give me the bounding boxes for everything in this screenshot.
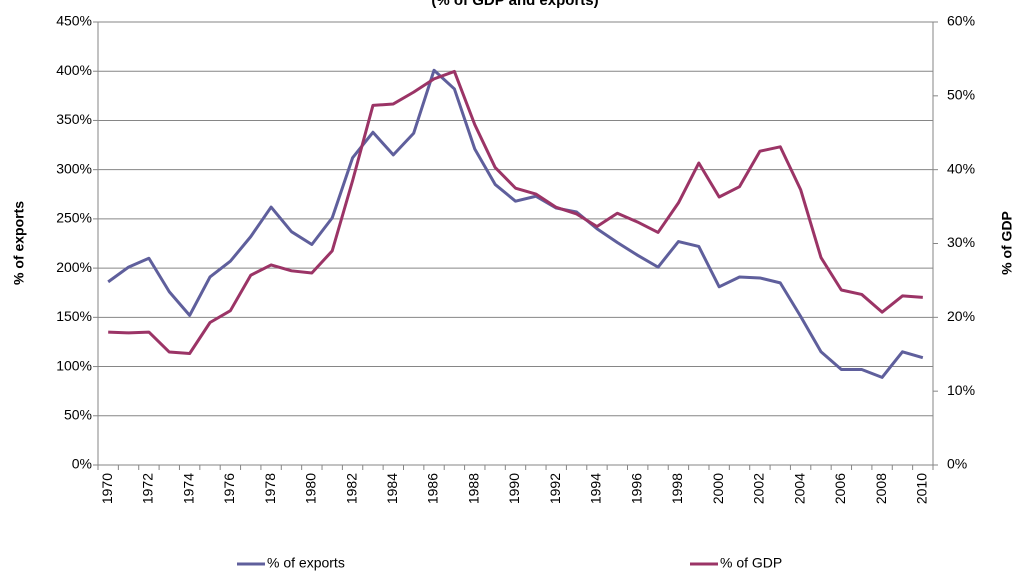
y-tick-label: 50% [64, 406, 92, 422]
x-tick-label: 1976 [221, 473, 237, 504]
data-line [108, 69, 923, 356]
y2-tick-label: 20% [947, 308, 975, 324]
y2-tick-label: 60% [947, 13, 975, 29]
y2-tick-label: 50% [947, 87, 975, 103]
y2-tick-label: 40% [947, 160, 975, 176]
x-tick-label: 2006 [832, 473, 848, 504]
y2-tick-label: 30% [947, 234, 975, 250]
y2-axis-label: % of GDP [999, 211, 1015, 275]
x-tick-label: 1992 [547, 473, 563, 504]
y-tick-label: 450% [56, 13, 92, 29]
x-tick-label: 2000 [710, 473, 726, 504]
x-tick-label: 1970 [99, 473, 115, 504]
y-tick-label: 200% [56, 259, 92, 275]
x-tick-label: 1972 [140, 473, 156, 504]
x-tick-label: 1984 [384, 473, 400, 504]
y2-tick-label: 10% [947, 382, 975, 398]
y-tick-label: 100% [56, 357, 92, 373]
x-tick-label: 2004 [791, 473, 807, 504]
y-tick-label: 400% [56, 62, 92, 78]
x-tick-label: 1978 [262, 473, 278, 504]
x-tick-label: 1986 [425, 473, 441, 504]
x-tick-label: 2008 [873, 473, 889, 504]
y-tick-label: 350% [56, 111, 92, 127]
x-tick-label: 2002 [751, 473, 767, 504]
legend-label: % of exports [267, 555, 345, 571]
y2-tick-label: 0% [947, 456, 967, 472]
x-tick-label: 1982 [343, 473, 359, 504]
x-tick-label: 1990 [506, 473, 522, 504]
y-tick-label: 250% [56, 210, 92, 226]
y-tick-label: 0% [72, 456, 92, 472]
y-axis-label: % of exports [11, 201, 27, 285]
x-tick-label: 2010 [914, 473, 930, 504]
legend-label: % of GDP [720, 555, 782, 571]
x-tick-label: 1974 [180, 473, 196, 504]
y-tick-label: 300% [56, 160, 92, 176]
x-tick-label: 1996 [628, 473, 644, 504]
data-line [107, 68, 924, 379]
x-tick-label: 1994 [588, 473, 604, 504]
x-tick-label: 1998 [669, 473, 685, 504]
x-tick-label: 1988 [465, 473, 481, 504]
x-tick-label: 1980 [303, 473, 319, 504]
y-tick-label: 150% [56, 308, 92, 324]
chart-title: (% of GDP and exports) [431, 0, 598, 9]
